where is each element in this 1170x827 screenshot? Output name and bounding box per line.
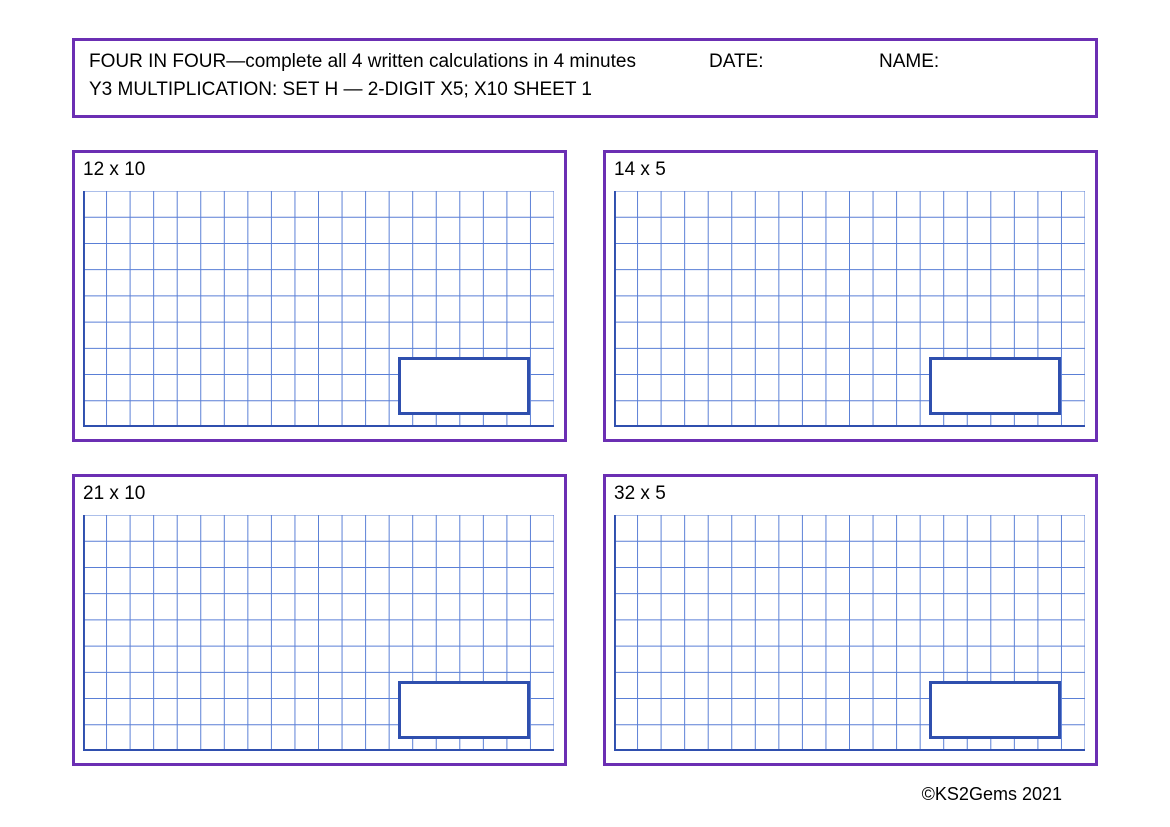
header-line-1: FOUR IN FOUR—complete all 4 written calc… [89, 51, 1081, 73]
date-label: DATE: [709, 51, 879, 73]
panel-4-answer-box[interactable] [929, 681, 1061, 739]
instruction-text: FOUR IN FOUR—complete all 4 written calc… [89, 51, 709, 73]
panel-2-label: 14 x 5 [614, 159, 1087, 181]
panel-2-answer-box[interactable] [929, 357, 1061, 415]
header-subtitle: Y3 MULTIPLICATION: SET H — 2-DIGIT X5; X… [89, 79, 1081, 101]
panel-4: 32 x 5 [603, 474, 1098, 766]
panel-1-answer-box[interactable] [398, 357, 530, 415]
name-label: NAME: [879, 51, 1081, 73]
panel-3-answer-box[interactable] [398, 681, 530, 739]
footer-copyright: ©KS2Gems 2021 [922, 784, 1062, 805]
panels-grid: 12 x 10 14 x 5 21 x 10 32 x 5 [72, 150, 1098, 766]
header-box: FOUR IN FOUR—complete all 4 written calc… [72, 38, 1098, 118]
panel-3-label: 21 x 10 [83, 483, 556, 505]
panel-3: 21 x 10 [72, 474, 567, 766]
panel-1: 12 x 10 [72, 150, 567, 442]
panel-1-label: 12 x 10 [83, 159, 556, 181]
panel-2: 14 x 5 [603, 150, 1098, 442]
panel-4-label: 32 x 5 [614, 483, 1087, 505]
